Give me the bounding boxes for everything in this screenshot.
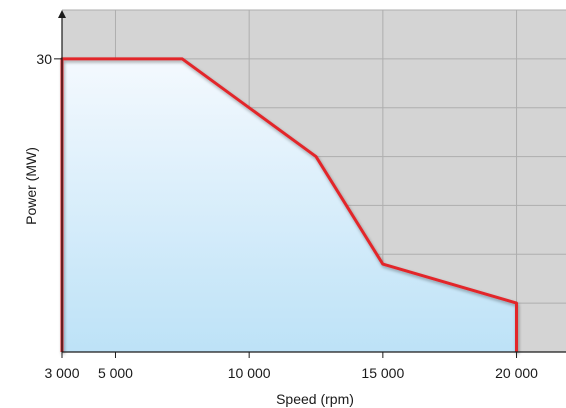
- x-axis-label: Speed (rpm): [276, 391, 354, 407]
- y-tick-label-0: 30: [36, 51, 52, 67]
- y-axis-arrow: [58, 10, 66, 18]
- y-axis-label: Power (MW): [23, 147, 39, 225]
- x-tick-label-0: 3 000: [44, 365, 79, 381]
- x-axis-ticks: 3 000 5 000 10 000 15 000 20 000: [44, 352, 538, 381]
- x-tick-label-3: 15 000: [361, 365, 404, 381]
- x-tick-label-1: 5 000: [98, 365, 133, 381]
- power-envelope-area: [62, 58, 517, 353]
- x-tick-label-4: 20 000: [495, 365, 538, 381]
- x-tick-label-2: 10 000: [228, 365, 271, 381]
- y-axis-ticks: 30: [36, 51, 62, 67]
